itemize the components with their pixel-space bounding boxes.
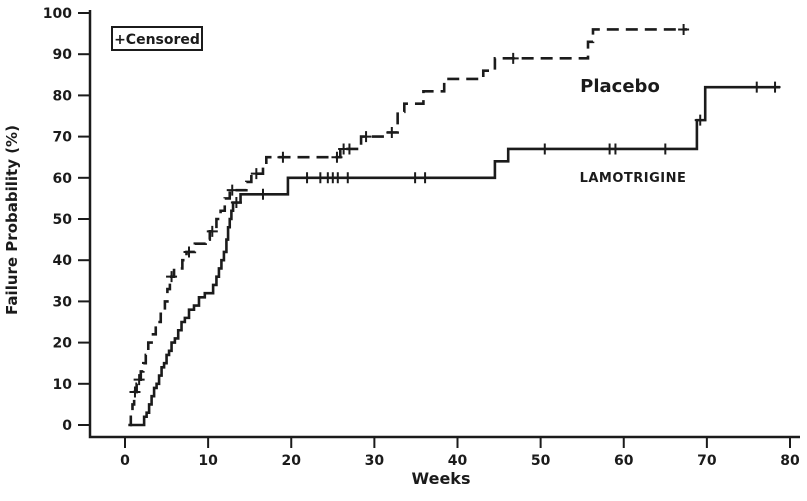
x-tick-label: 60	[614, 453, 634, 469]
lamotrigine-series-label: LAMOTRIGINE	[580, 171, 687, 186]
y-tick-label: 50	[53, 212, 73, 228]
x-axis-title: Weeks	[412, 469, 471, 488]
y-tick-label: 80	[53, 88, 73, 104]
placebo-censor-marks	[129, 23, 690, 398]
survival-curves	[128, 23, 781, 427]
y-tick-label: 20	[53, 336, 73, 352]
y-tick-label: 70	[53, 130, 73, 146]
y-tick-label: 60	[53, 171, 73, 187]
lamotrigine-curve	[129, 85, 781, 427]
x-tick-label: 70	[697, 453, 717, 469]
censored-legend: +Censored	[111, 26, 203, 51]
x-tick-label: 20	[282, 453, 302, 469]
y-tick-label: 40	[53, 253, 73, 269]
y-axis-title: Failure Probability (%)	[3, 125, 21, 315]
y-tick-label: 90	[53, 47, 73, 63]
x-tick-label: 80	[780, 453, 800, 469]
y-tick-label: 0	[62, 418, 72, 434]
censored-legend-box	[111, 26, 203, 51]
censored-legend-label: +Censored	[114, 32, 200, 48]
x-tick-label: 30	[365, 453, 385, 469]
x-tick-label: 10	[198, 453, 218, 469]
placebo-curve	[128, 28, 687, 427]
axis-spine	[88, 10, 800, 439]
placebo-series-label: Placebo	[580, 76, 660, 97]
y-tick-label: 30	[53, 294, 73, 310]
x-tick-label: 0	[120, 453, 130, 469]
x-tick-label: 50	[531, 453, 551, 469]
y-tick-label: 10	[53, 377, 73, 393]
axes: 0 10 20 30 40 50 60 70 80 90 100 0 10 20 30 40 50 60 70 80	[43, 6, 800, 469]
y-tick-label: 100	[43, 6, 72, 22]
lamotrigine-censor-marks	[230, 81, 781, 209]
x-tick-label: 40	[448, 453, 468, 469]
